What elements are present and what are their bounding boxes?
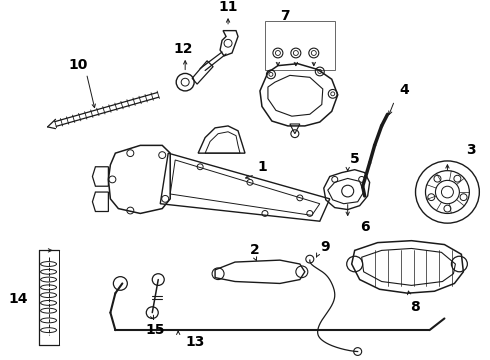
Text: 8: 8 xyxy=(410,300,419,314)
Text: 1: 1 xyxy=(257,160,267,174)
Text: 9: 9 xyxy=(320,239,330,253)
Text: 4: 4 xyxy=(400,83,410,97)
Text: 11: 11 xyxy=(219,0,238,14)
Text: 10: 10 xyxy=(69,58,88,72)
Text: 7: 7 xyxy=(280,9,290,23)
Text: 6: 6 xyxy=(360,220,369,234)
Text: 13: 13 xyxy=(185,335,205,349)
Text: 5: 5 xyxy=(350,152,360,166)
Text: 3: 3 xyxy=(466,143,476,157)
Text: 14: 14 xyxy=(9,292,28,306)
Bar xyxy=(265,21,335,69)
Text: 15: 15 xyxy=(146,323,165,337)
Text: 2: 2 xyxy=(250,243,260,257)
Text: 12: 12 xyxy=(173,42,193,56)
